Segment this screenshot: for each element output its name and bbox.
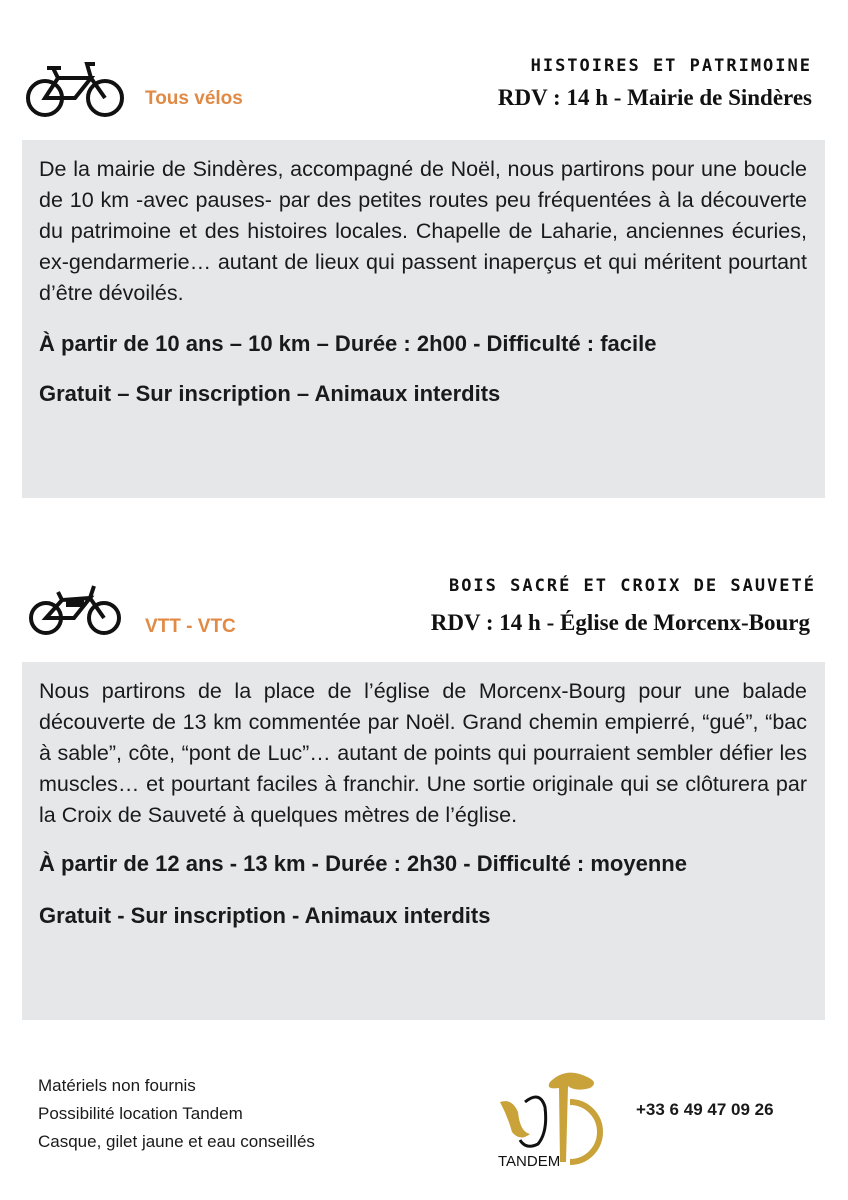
- event-rdv: RDV : 14 h - Mairie de Sindères: [497, 85, 812, 110]
- footer-notes: Matériels non fournis Possibilité locati…: [38, 1072, 315, 1156]
- event-title: Bois sacré et croix de Sauveté: [448, 576, 816, 596]
- event-conditions: Gratuit – Sur inscription – Animaux inte…: [39, 381, 501, 406]
- city-bike-icon: [26, 62, 124, 117]
- tandem-logo: TANDEM: [498, 1072, 603, 1170]
- electric-mountain-bike-icon: [29, 585, 121, 635]
- event-title: Histoires et patrimoine: [530, 56, 812, 76]
- bike-category-label: VTT - VTC: [145, 616, 236, 637]
- svg-text:TANDEM: TANDEM: [498, 1153, 560, 1170]
- note: Matériels non fournis: [38, 1076, 196, 1095]
- event-rdv: RDV : 14 h - Église de Morcenx-Bourg: [430, 610, 810, 635]
- event-details: À partir de 10 ans – 10 km – Durée : 2h0…: [39, 331, 657, 356]
- note: Casque, gilet jaune et eau conseillés: [38, 1132, 315, 1151]
- bike-category-label: Tous vélos: [145, 88, 243, 109]
- event-details-box: Nous partirons de la place de l’église d…: [22, 662, 825, 1020]
- phone-number: +33 6 49 47 09 26: [636, 1100, 774, 1119]
- note: Possibilité location Tandem: [38, 1104, 243, 1123]
- event-details-box: De la mairie de Sindères, accompagné de …: [22, 140, 825, 498]
- event-details: À partir de 12 ans - 13 km - Durée : 2h3…: [39, 851, 687, 876]
- event-description: De la mairie de Sindères, accompagné de …: [39, 157, 807, 305]
- event-conditions: Gratuit - Sur inscription - Animaux inte…: [39, 903, 491, 928]
- event-description: Nous partirons de la place de l’église d…: [39, 679, 807, 827]
